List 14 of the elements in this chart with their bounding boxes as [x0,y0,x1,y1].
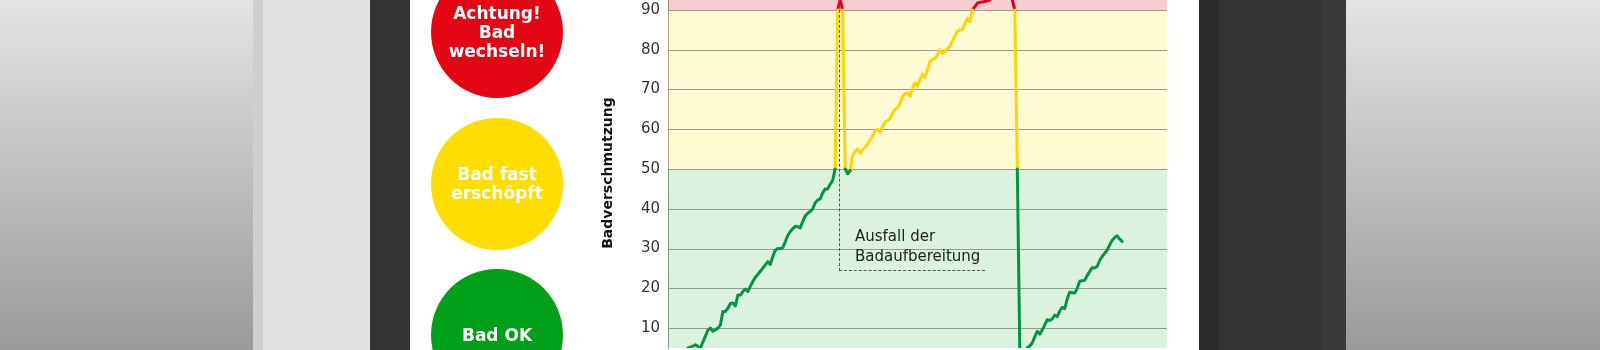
y-tick-label: 20 [640,278,660,297]
y-tick-label: 10 [640,318,660,336]
annotation: Ausfall der Badaufbereitung [855,226,982,266]
y-tick-label: 50 [640,158,660,177]
y-tick-label: 40 [640,198,660,217]
signal-circle: Bad OK [431,269,563,350]
y-tick-label: 70 [640,79,660,98]
signal-circle: Achtung! Bad wechseln! [431,0,563,98]
y-tick-label: 60 [640,119,660,138]
y-axis-title: Badverschmutzung [599,97,616,249]
y-tick-label: 30 [640,238,660,257]
signal-circle: Bad fast erschöpft [431,117,563,250]
y-tick-label: 80 [640,39,660,58]
y-tick-label: 90 [640,0,660,18]
